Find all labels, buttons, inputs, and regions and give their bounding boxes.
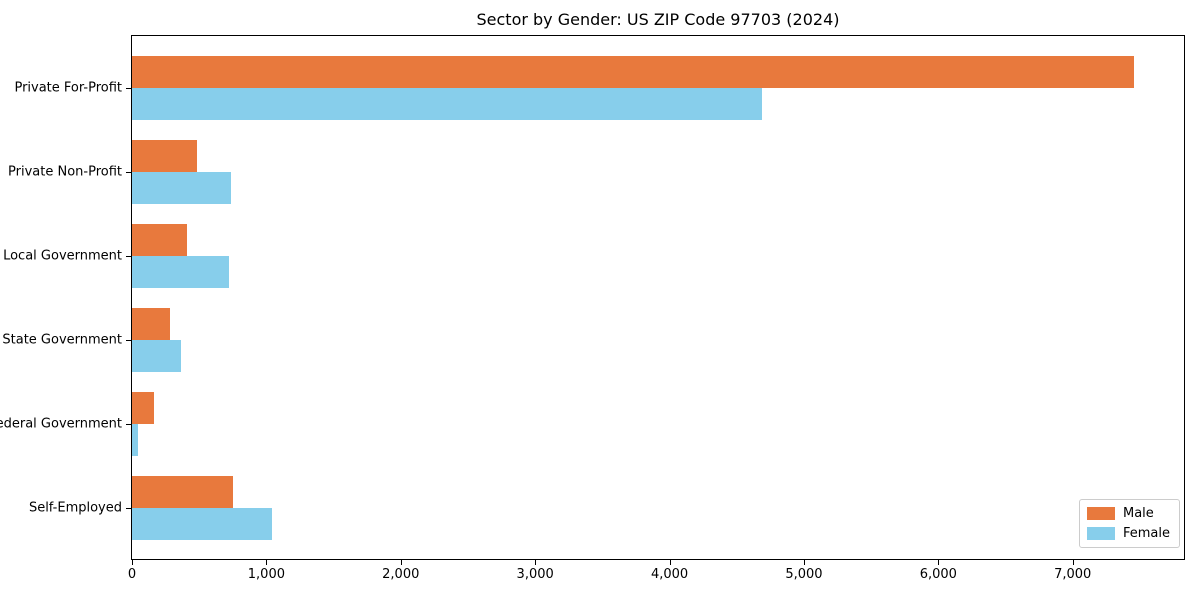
plot-area: Male Female <box>131 35 1185 560</box>
legend: Male Female <box>1079 499 1180 548</box>
chart-figure: Sector by Gender: US ZIP Code 97703 (202… <box>0 0 1200 600</box>
y-label-state-government: State Government <box>2 333 122 348</box>
x-label-3000: 3,000 <box>517 567 554 582</box>
legend-item-male: Male <box>1087 506 1170 521</box>
x-tick-7000 <box>1073 560 1074 565</box>
y-label-private-non-profit: Private Non-Profit <box>8 165 122 180</box>
x-tick-5000 <box>804 560 805 565</box>
x-tick-6000 <box>938 560 939 565</box>
bar-female-private-for-profit <box>132 88 762 120</box>
x-tick-2000 <box>401 560 402 565</box>
bar-female-state-government <box>132 340 181 372</box>
legend-swatch-male <box>1087 507 1115 520</box>
x-label-1000: 1,000 <box>248 567 285 582</box>
bar-male-federal-government <box>132 392 154 424</box>
y-label-local-government: Local Government <box>3 249 122 264</box>
bar-male-state-government <box>132 308 170 340</box>
x-label-5000: 5,000 <box>785 567 822 582</box>
bar-female-local-government <box>132 256 229 288</box>
y-axis-labels: Private For-Profit Private Non-Profit Loca… <box>0 35 131 560</box>
chart-title: Sector by Gender: US ZIP Code 97703 (202… <box>131 11 1185 29</box>
bar-male-self-employed <box>132 476 233 508</box>
bar-female-federal-government <box>132 424 138 456</box>
bar-female-private-non-profit <box>132 172 231 204</box>
x-tick-3000 <box>535 560 536 565</box>
y-label-private-for-profit: Private For-Profit <box>14 81 122 96</box>
bar-male-private-non-profit <box>132 140 197 172</box>
x-label-2000: 2,000 <box>382 567 419 582</box>
legend-swatch-female <box>1087 527 1115 540</box>
legend-label-female: Female <box>1123 526 1170 541</box>
legend-label-male: Male <box>1123 506 1154 521</box>
x-tick-0 <box>132 560 133 565</box>
x-tick-4000 <box>670 560 671 565</box>
x-axis-tick-labels: 0 1,000 2,000 3,000 4,000 5,000 6,000 7,000 <box>131 567 1185 585</box>
bar-female-self-employed <box>132 508 272 540</box>
x-label-6000: 6,000 <box>920 567 957 582</box>
bar-male-private-for-profit <box>132 56 1134 88</box>
bar-male-local-government <box>132 224 187 256</box>
x-label-7000: 7,000 <box>1054 567 1091 582</box>
x-label-0: 0 <box>128 567 136 582</box>
y-label-federal-government: Federal Government <box>0 417 122 432</box>
x-label-4000: 4,000 <box>651 567 688 582</box>
x-tick-1000 <box>266 560 267 565</box>
y-label-self-employed: Self-Employed <box>29 501 122 516</box>
legend-item-female: Female <box>1087 526 1170 541</box>
